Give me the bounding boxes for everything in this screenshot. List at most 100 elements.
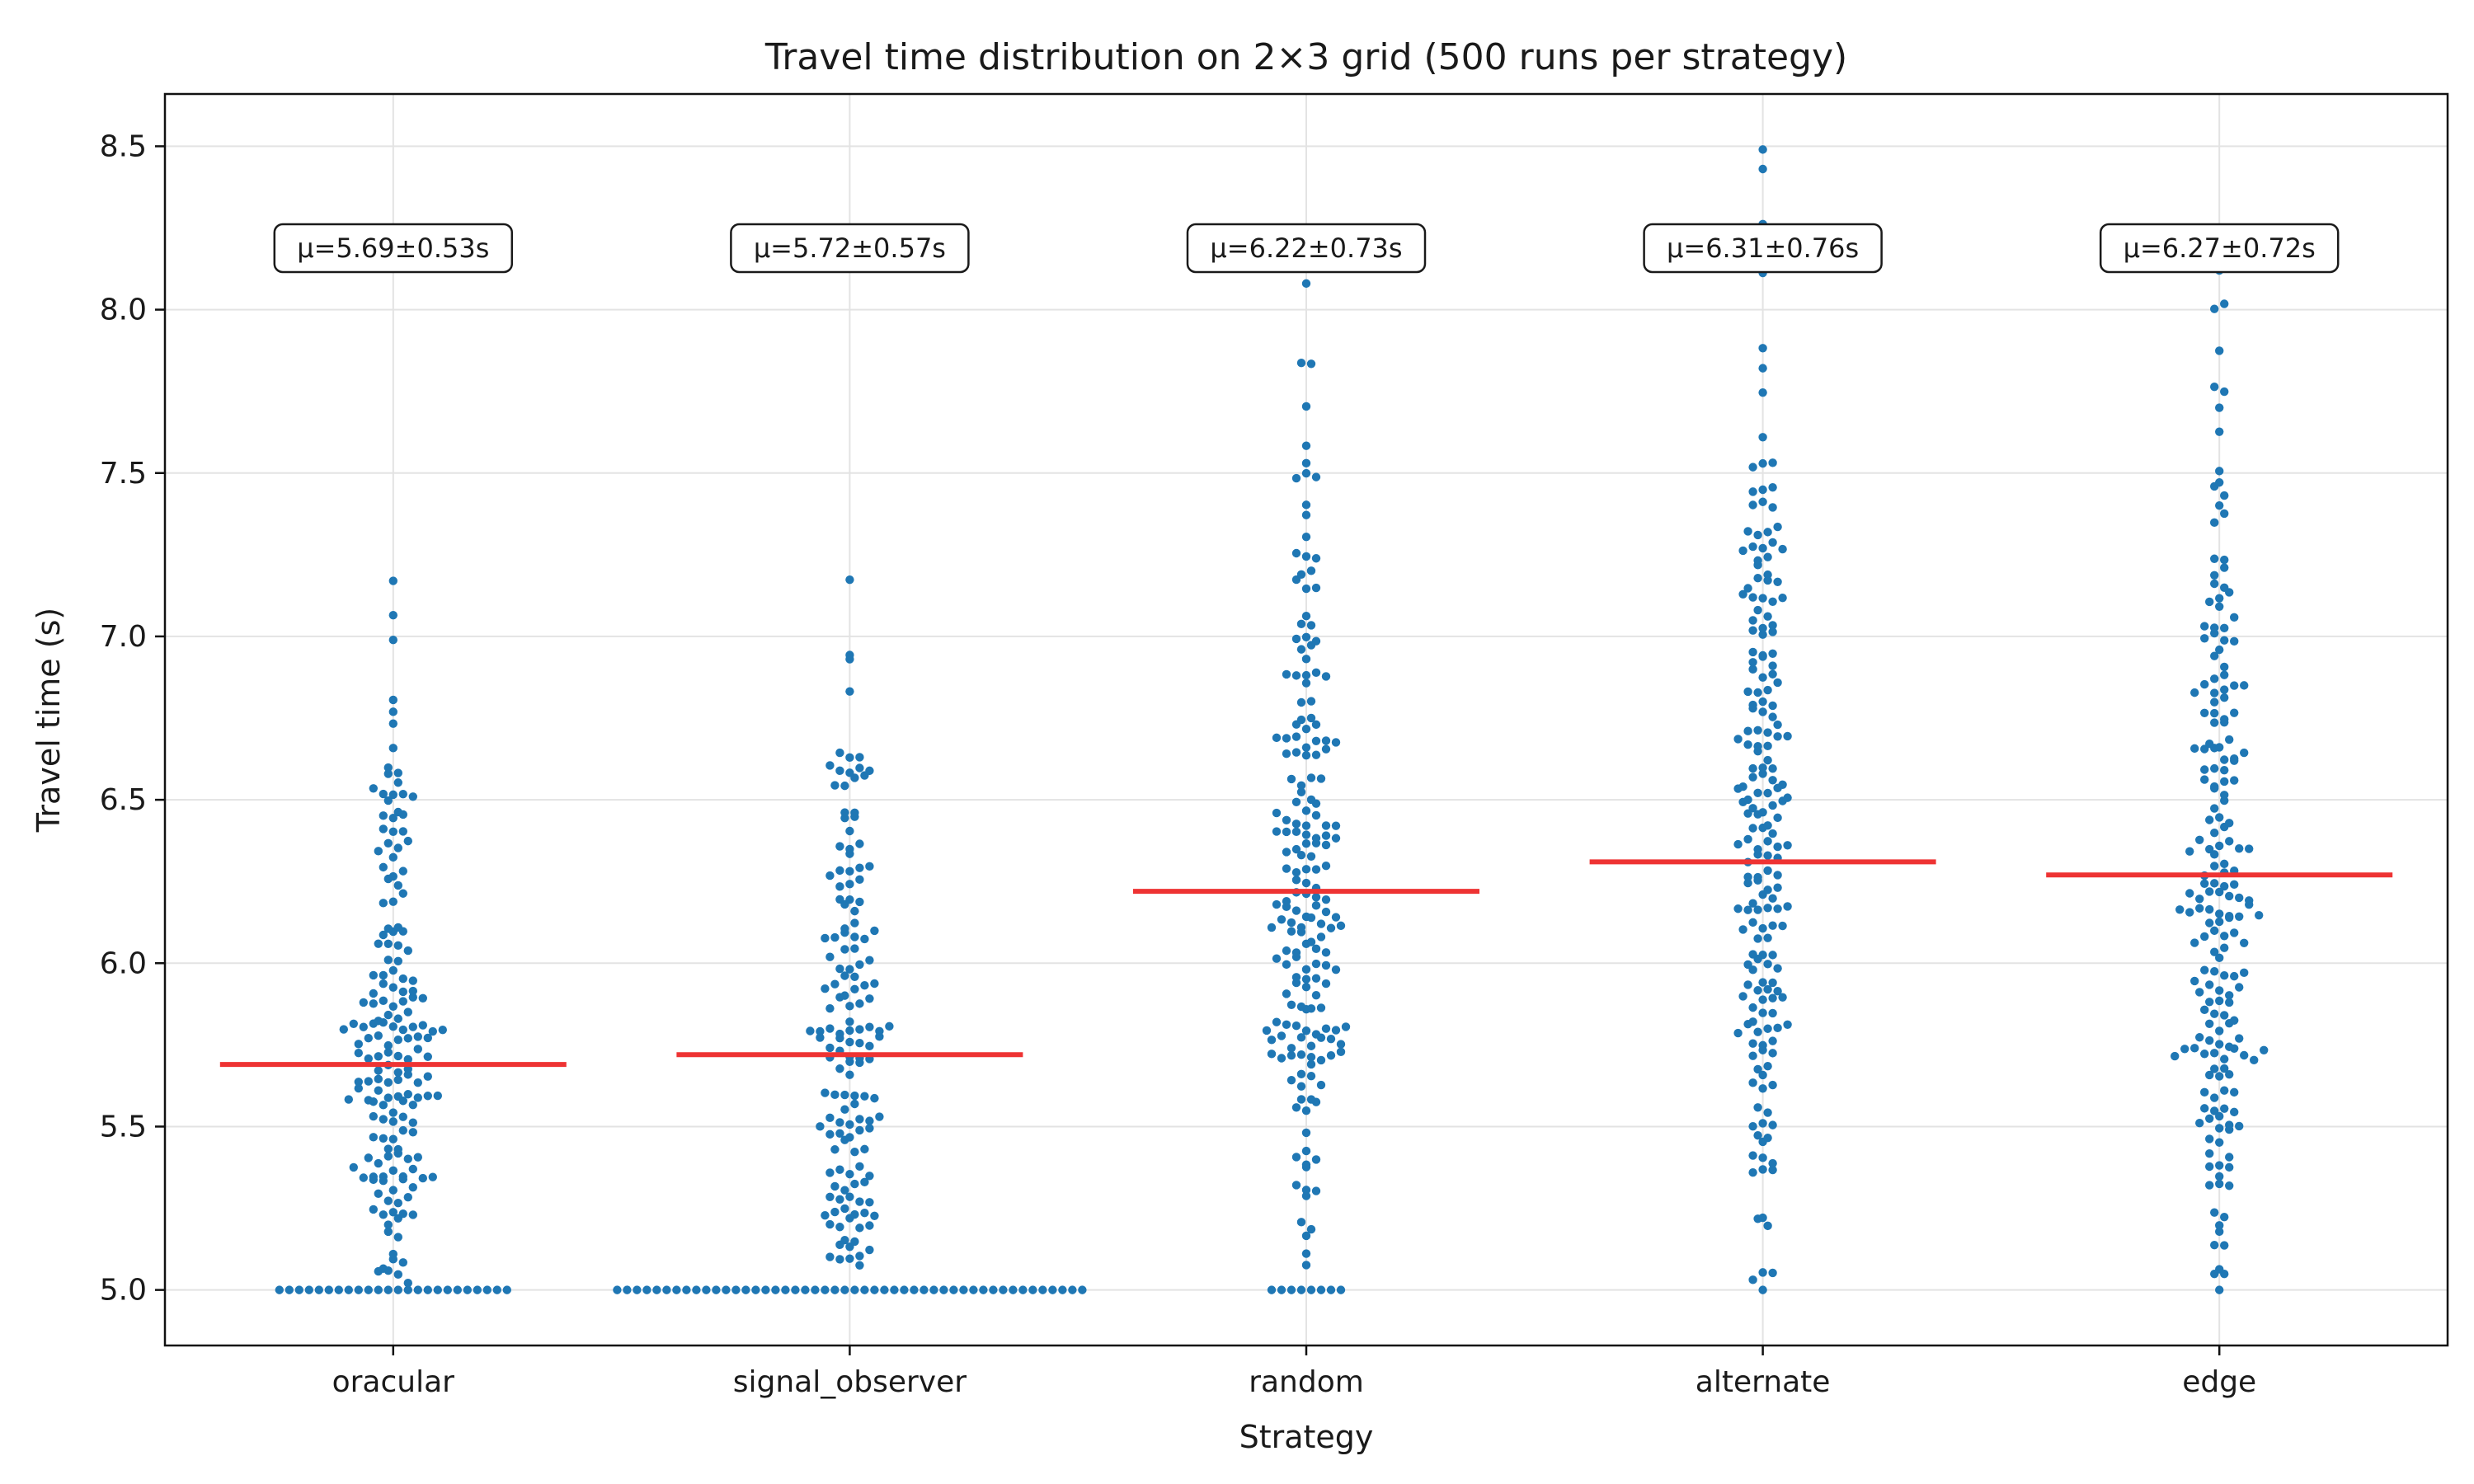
data-point-alternate — [1753, 1130, 1762, 1140]
data-point-signal_observer — [865, 1172, 874, 1181]
data-point-alternate — [1758, 433, 1767, 442]
data-point-oracular — [393, 1014, 402, 1023]
data-point-alternate — [1773, 842, 1782, 852]
data-point-oracular — [374, 847, 383, 856]
data-point-edge — [2220, 1064, 2229, 1073]
data-point-edge — [2200, 634, 2209, 643]
data-point-alternate — [1738, 925, 1747, 934]
data-point-random — [1282, 848, 1291, 857]
data-point-oracular — [379, 930, 388, 940]
data-point-signal_observer — [850, 984, 859, 994]
data-point-oracular — [403, 1034, 412, 1043]
data-point-oracular — [388, 852, 397, 862]
data-point-oracular — [314, 1285, 323, 1294]
data-point-alternate — [1748, 1039, 1757, 1048]
data-point-random — [1282, 989, 1291, 998]
data-point-alternate — [1768, 1049, 1777, 1058]
data-point-alternate — [1758, 164, 1767, 174]
data-point-alternate — [1763, 866, 1772, 876]
data-point-edge — [2240, 748, 2249, 758]
data-point-edge — [2225, 891, 2234, 901]
data-point-alternate — [1758, 923, 1767, 933]
data-point-oracular — [398, 1172, 407, 1181]
data-point-signal_observer — [855, 1197, 864, 1206]
data-point-random — [1311, 944, 1321, 954]
data-point-random — [1291, 1021, 1301, 1031]
data-point-random — [1306, 852, 1316, 861]
data-point-alternate — [1753, 605, 1762, 615]
data-point-oracular — [403, 1064, 412, 1073]
data-point-edge — [2210, 1093, 2219, 1102]
data-point-edge — [2205, 887, 2214, 896]
data-point-signal_observer — [840, 924, 849, 933]
data-point-random — [1267, 923, 1277, 932]
data-point-oracular — [364, 1034, 373, 1043]
data-point-edge — [2230, 776, 2239, 785]
data-point-edge — [2210, 1049, 2219, 1058]
data-point-alternate — [1763, 1024, 1772, 1033]
data-point-random — [1311, 736, 1321, 745]
data-point-signal_observer — [845, 650, 854, 660]
data-point-alternate — [1753, 741, 1762, 751]
data-point-oracular — [393, 956, 402, 965]
data-point-oracular — [403, 1154, 412, 1163]
data-point-edge — [2230, 1107, 2239, 1117]
data-point-oracular — [374, 1074, 383, 1084]
data-point-edge — [2215, 1221, 2224, 1230]
data-point-oracular — [383, 1285, 393, 1294]
data-point-edge — [2200, 1104, 2209, 1113]
data-point-oracular — [304, 1285, 313, 1294]
data-point-random — [1301, 965, 1311, 974]
data-point-alternate — [1753, 530, 1762, 540]
data-point-oracular — [383, 956, 393, 965]
data-point-random — [1301, 510, 1311, 519]
data-point-edge — [2225, 837, 2234, 846]
data-point-alternate — [1768, 503, 1777, 512]
data-point-oracular — [423, 1052, 432, 1061]
data-point-oracular — [383, 1220, 393, 1229]
data-point-random — [1286, 1050, 1296, 1060]
data-point-alternate — [1768, 776, 1777, 785]
data-point-signal_observer — [850, 972, 859, 981]
data-point-signal_observer — [825, 1024, 835, 1033]
data-point-alternate — [1743, 980, 1752, 989]
data-point-signal_observer — [825, 1192, 835, 1201]
data-point-alternate — [1748, 700, 1757, 710]
data-point-edge — [2210, 383, 2219, 392]
data-point-edge — [2260, 1045, 2269, 1054]
data-point-edge — [2200, 1005, 2209, 1015]
annotation-box-alternate — [1643, 223, 1883, 274]
data-point-random — [1291, 906, 1301, 915]
data-point-alternate — [1778, 780, 1787, 789]
data-point-signal_observer — [845, 1017, 854, 1026]
data-point-random — [1296, 1069, 1306, 1079]
data-point-oracular — [388, 1117, 397, 1126]
data-point-alternate — [1783, 841, 1792, 850]
data-point-random — [1311, 810, 1321, 820]
data-point-edge — [2215, 1124, 2224, 1133]
data-point-alternate — [1758, 1008, 1767, 1017]
data-point-oracular — [388, 790, 397, 800]
data-point-oracular — [383, 763, 393, 773]
data-point-signal_observer — [850, 808, 859, 818]
data-point-signal_observer — [840, 971, 849, 980]
data-point-signal_observer — [791, 1285, 800, 1294]
data-point-oracular — [443, 1285, 452, 1294]
data-point-alternate — [1743, 905, 1752, 914]
data-point-alternate — [1758, 1070, 1767, 1080]
data-point-oracular — [374, 1031, 383, 1040]
data-point-random — [1306, 1041, 1316, 1050]
data-point-random — [1282, 896, 1291, 906]
data-point-alternate — [1773, 678, 1782, 688]
data-point-alternate — [1763, 1133, 1772, 1143]
data-point-edge — [2171, 1051, 2180, 1061]
data-point-random — [1291, 671, 1301, 680]
data-point-oracular — [393, 941, 402, 951]
data-point-edge — [2230, 636, 2239, 646]
data-point-edge — [2200, 708, 2209, 717]
data-point-random — [1291, 748, 1301, 757]
data-point-edge — [2215, 1285, 2224, 1294]
data-point-signal_observer — [860, 1092, 869, 1101]
data-point-oracular — [398, 866, 407, 876]
annotation-box-signal_observer — [730, 223, 970, 274]
